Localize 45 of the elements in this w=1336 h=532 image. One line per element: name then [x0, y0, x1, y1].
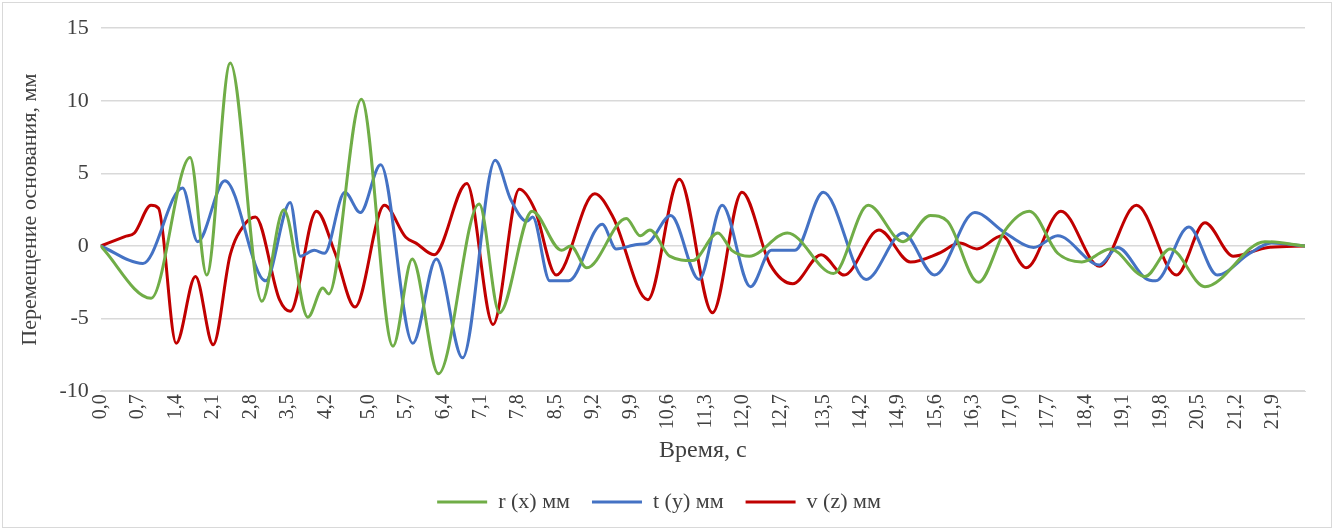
x-tick-label: 12,7 — [767, 394, 790, 430]
x-tick-label: 18,4 — [1072, 394, 1095, 430]
x-tick-label: 9,9 — [617, 394, 640, 420]
legend-label: t (y) мм — [652, 487, 724, 513]
x-tick-label: 21,2 — [1222, 394, 1245, 430]
x-tick-label: 19,1 — [1110, 394, 1133, 430]
x-tick-label: 20,5 — [1185, 394, 1208, 430]
x-tick-label: 8,5 — [542, 394, 565, 420]
x-tick-label: 14,2 — [848, 394, 871, 430]
x-tick-label: 2,1 — [200, 394, 223, 420]
y-tick-label: 15 — [66, 13, 89, 39]
y-tick-label: 5 — [77, 159, 89, 185]
x-tick-label: 7,1 — [467, 394, 490, 420]
x-axis-title: Время, с — [659, 435, 747, 462]
y-tick-label: -5 — [70, 304, 89, 330]
line-series — [100, 177, 1305, 347]
y-axis-title: Перемещение основания, мм — [15, 73, 41, 346]
x-tick-label: 9,2 — [580, 394, 603, 420]
x-tick-label: 10,6 — [655, 394, 678, 430]
x-tick-label: 7,8 — [505, 394, 528, 420]
x-tick-label: 21,9 — [1260, 394, 1283, 430]
x-tick-label: 17,7 — [1035, 394, 1058, 430]
x-tick-label: 13,5 — [810, 394, 833, 430]
y-tick-label: -10 — [59, 376, 89, 402]
x-tick-label: 16,3 — [960, 394, 983, 430]
y-tick-label: 0 — [77, 231, 89, 257]
x-tick-label: 6,4 — [430, 394, 453, 420]
x-tick-label: 0,0 — [87, 394, 110, 420]
x-tick-label: 2,8 — [237, 394, 260, 420]
x-tick-label: 12,0 — [730, 394, 753, 430]
x-tick-label: 19,8 — [1147, 394, 1170, 430]
x-tick-label: 5,0 — [355, 394, 378, 420]
y-tick-label: 10 — [66, 86, 89, 112]
x-tick-label: 14,9 — [885, 394, 908, 430]
legend-label: r (x) мм — [498, 487, 571, 513]
x-tick-label: 11,3 — [692, 394, 715, 429]
x-tick-label: 17,0 — [997, 394, 1020, 430]
x-tick-label: 1,4 — [162, 394, 185, 420]
x-tick-label: 0,7 — [125, 394, 148, 420]
legend-label: v (z) мм — [806, 487, 881, 513]
x-tick-label: 4,2 — [312, 394, 335, 420]
x-tick-label: 15,6 — [922, 394, 945, 430]
x-tick-label: 5,7 — [393, 394, 416, 420]
line-series — [100, 61, 1305, 376]
x-tick-label: 3,5 — [275, 394, 298, 420]
